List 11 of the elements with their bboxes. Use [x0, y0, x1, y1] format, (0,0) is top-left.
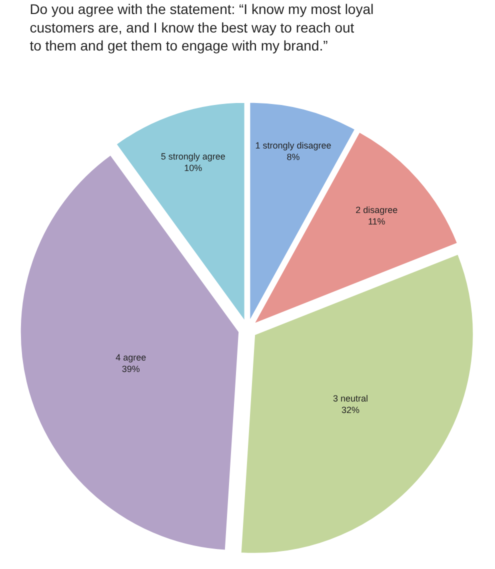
data-label: 10%: [184, 163, 202, 174]
data-label: 8%: [286, 152, 300, 162]
chart-title: Do you agree with the statement: “I know my most loyal customers are, and I know the best way to reach out to them and get them to engage with my brand.”: [30, 1, 374, 54]
data-label: 11%: [368, 216, 386, 227]
data-label: 32%: [342, 405, 360, 416]
slice-label: 3 neutral: [333, 394, 368, 404]
slice-label: 2 disagree: [356, 204, 398, 215]
slice-label: 5 strongly agree: [160, 151, 226, 162]
slice-label: 1 strongly disagree: [255, 140, 332, 150]
slice-label: 4 agree: [116, 352, 146, 363]
data-label: 39%: [122, 364, 140, 374]
